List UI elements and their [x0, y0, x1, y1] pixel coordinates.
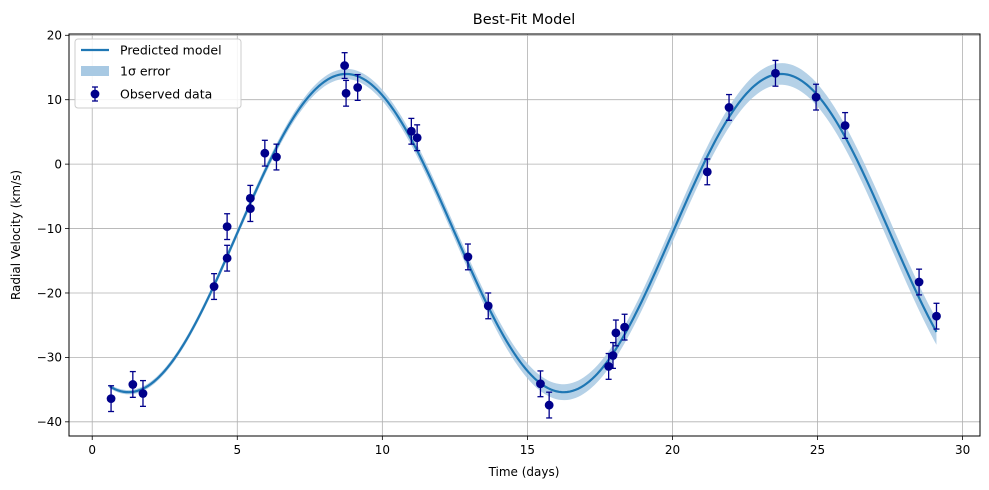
data-point	[536, 370, 545, 398]
x-tick-label: 25	[810, 443, 825, 457]
error-band	[109, 63, 937, 401]
data-point	[811, 83, 821, 111]
data-marker	[463, 252, 473, 262]
data-marker	[260, 148, 270, 158]
observed-data-layer	[106, 52, 941, 419]
data-point	[611, 319, 621, 347]
data-point	[620, 313, 629, 341]
data-marker	[272, 152, 281, 162]
data-point	[544, 391, 554, 419]
data-marker	[611, 328, 621, 338]
y-tick-label: −20	[37, 286, 62, 300]
y-tick-label: 10	[47, 93, 62, 107]
data-point	[245, 195, 255, 223]
data-marker	[702, 167, 712, 177]
x-tick-label: 20	[665, 443, 680, 457]
data-point	[222, 213, 232, 241]
x-tick-label: 10	[375, 443, 390, 457]
x-axis-label: Time (days)	[488, 465, 560, 479]
legend-band-swatch	[81, 66, 109, 76]
data-marker	[724, 103, 734, 112]
data-point	[771, 59, 780, 87]
data-marker	[138, 389, 148, 398]
data-marker	[406, 126, 416, 136]
x-tick-label: 0	[88, 443, 96, 457]
data-point	[272, 143, 281, 171]
x-tick-label: 30	[955, 443, 970, 457]
data-marker	[106, 394, 116, 404]
data-point	[341, 79, 351, 107]
y-axis-label: Radial Velocity (km/s)	[9, 170, 23, 300]
data-point	[106, 385, 116, 413]
data-marker	[209, 282, 219, 291]
data-marker	[604, 362, 614, 371]
data-point	[222, 244, 232, 272]
x-tick-label: 5	[233, 443, 241, 457]
data-marker	[840, 121, 850, 130]
data-marker	[544, 400, 554, 410]
data-marker	[536, 379, 545, 389]
legend: Predicted model 1σ error Observed data	[74, 38, 242, 109]
y-tick-label: 20	[47, 29, 62, 43]
data-point	[932, 302, 941, 330]
legend-model-label: Predicted model	[120, 43, 222, 58]
data-point	[406, 117, 416, 145]
model-line-layer	[109, 72, 938, 394]
y-tick-label: −40	[37, 415, 62, 429]
y-tick-label: −10	[37, 222, 62, 236]
data-point	[724, 93, 734, 121]
legend-data-marker	[90, 89, 100, 99]
data-point	[128, 370, 138, 398]
data-marker	[811, 92, 821, 102]
chart-title: Best-Fit Model	[473, 12, 575, 28]
x-axis-ticks: 0 5 10 15 20 25 30	[88, 436, 970, 457]
data-marker	[412, 133, 422, 143]
data-point	[608, 341, 618, 370]
data-point	[914, 268, 924, 296]
data-point	[209, 273, 219, 301]
data-marker	[483, 301, 493, 311]
data-point	[412, 124, 422, 152]
data-marker	[341, 88, 351, 98]
data-marker	[222, 222, 232, 232]
y-tick-label: −30	[37, 351, 62, 365]
data-marker	[914, 277, 924, 287]
legend-band-label: 1σ error	[120, 64, 171, 79]
data-point	[463, 243, 473, 271]
data-marker	[608, 351, 618, 360]
model-line	[109, 72, 938, 394]
data-marker	[245, 204, 255, 213]
y-tick-label: 0	[54, 157, 62, 171]
data-point	[483, 292, 493, 320]
data-marker	[620, 322, 629, 332]
legend-data-label: Observed data	[120, 87, 212, 102]
plot-frame	[68, 33, 981, 437]
data-marker	[771, 68, 780, 78]
data-marker	[222, 253, 232, 263]
data-marker	[932, 311, 941, 321]
data-point	[702, 158, 712, 186]
data-marker	[128, 380, 138, 389]
data-marker	[340, 61, 350, 70]
data-point	[340, 52, 350, 80]
legend-box	[74, 38, 242, 109]
error-band-layer	[109, 63, 937, 401]
data-point	[260, 139, 270, 167]
data-point	[138, 379, 148, 408]
data-point	[353, 73, 363, 102]
x-tick-label: 15	[520, 443, 535, 457]
y-axis-ticks: −40 −30 −20 −10 0 10 20	[37, 29, 69, 429]
data-point	[840, 111, 850, 140]
data-marker	[353, 83, 363, 92]
